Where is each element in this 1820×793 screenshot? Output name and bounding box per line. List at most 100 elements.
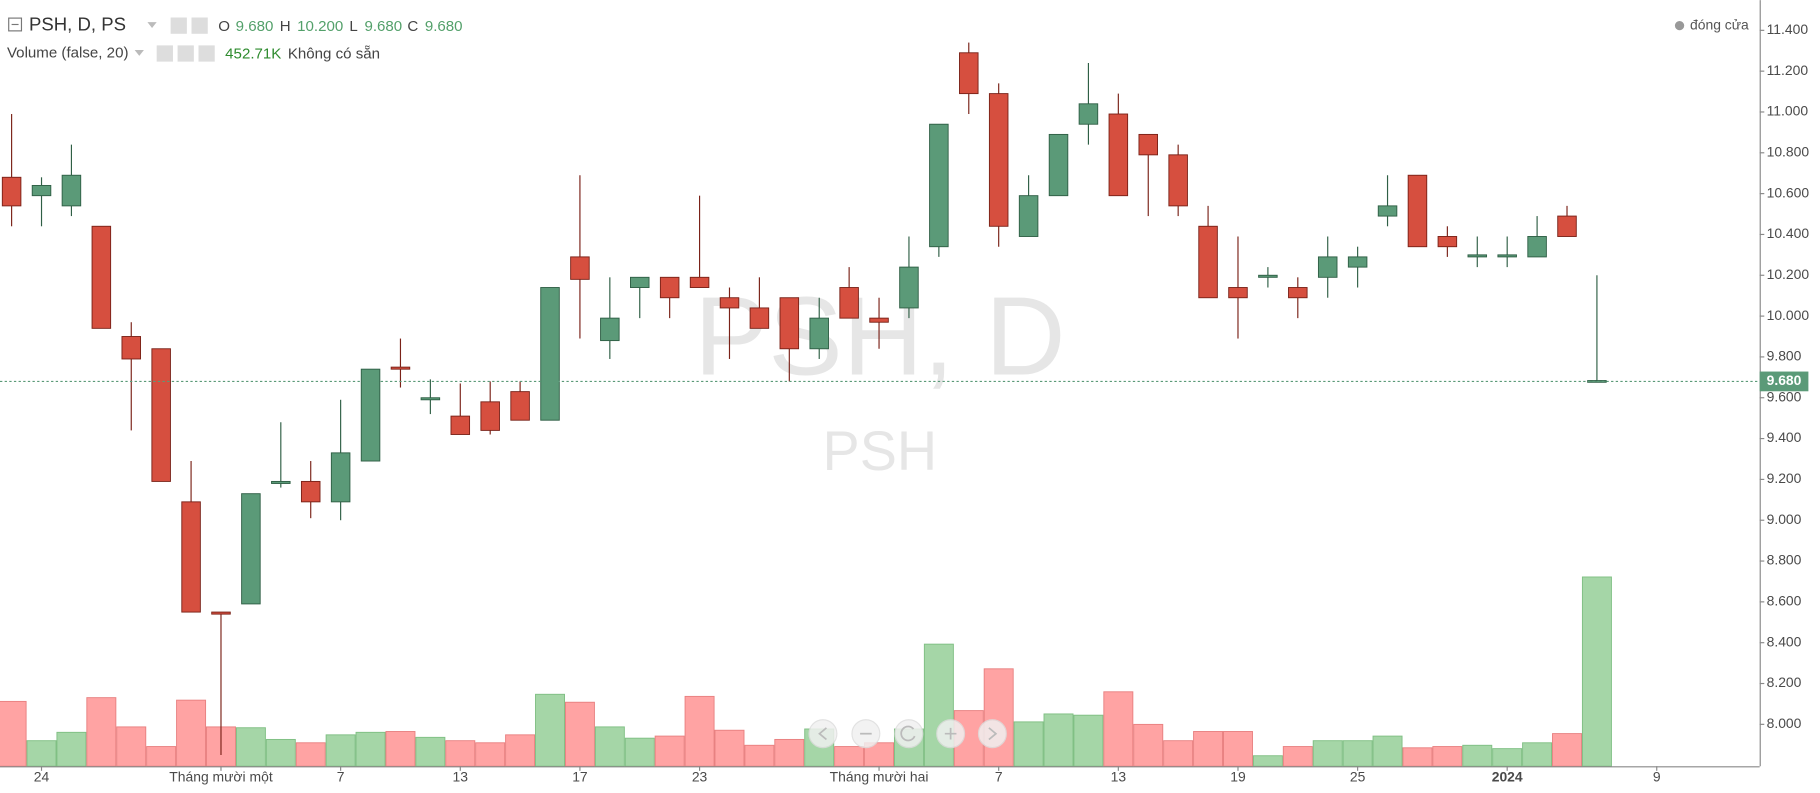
eye-icon[interactable] <box>156 45 173 62</box>
settings-icon[interactable] <box>191 17 208 34</box>
watermark-group: PSH, D PSH <box>694 273 1065 482</box>
candle-body <box>1347 256 1368 268</box>
volume-bar <box>1013 721 1044 767</box>
x-tick-label: 13 <box>453 768 469 784</box>
candle-body <box>241 493 261 605</box>
candle-body <box>1108 113 1129 197</box>
candle-body <box>719 297 740 309</box>
x-tick-label: 9 <box>1653 768 1661 784</box>
symbol-title: PSH, D, PS <box>29 14 126 35</box>
candle-body <box>271 480 291 484</box>
candle-body <box>1168 154 1188 207</box>
dropdown[interactable] <box>134 50 144 56</box>
candle-body <box>839 287 859 319</box>
y-tick-label: 8.800 <box>1767 552 1802 568</box>
y-tick-label: 9.800 <box>1767 348 1802 364</box>
volume-bar <box>654 735 685 767</box>
volume-bar <box>445 740 476 767</box>
candle-body <box>1138 133 1158 156</box>
remove-icon[interactable] <box>198 45 215 62</box>
volume-bar <box>714 729 745 767</box>
volume-bar <box>385 731 416 767</box>
volume-title: Volume (false, 20) <box>7 44 129 61</box>
scroll-right-button[interactable] <box>977 719 1007 749</box>
volume-bar <box>1402 747 1433 767</box>
volume-bar <box>1223 731 1253 767</box>
y-tick-label: 8.400 <box>1767 633 1802 649</box>
volume-bar <box>26 740 57 767</box>
volume-bar <box>1552 733 1582 767</box>
volume-bar <box>744 744 775 767</box>
candle-body <box>929 123 949 248</box>
candle-body <box>1557 215 1577 237</box>
volume-bar <box>1103 691 1134 767</box>
volume-bar <box>624 737 655 767</box>
candle-body <box>988 93 1009 227</box>
watermark: PSH, D <box>694 273 1065 398</box>
volume-bar <box>325 734 356 767</box>
settings-icon[interactable] <box>177 45 194 62</box>
candle-body <box>899 266 919 309</box>
volume-bar <box>1193 731 1224 767</box>
candle-body <box>630 276 650 288</box>
volume-value: 452.71K <box>225 46 281 63</box>
volume-bar <box>1133 723 1164 767</box>
dropdown[interactable] <box>147 22 157 28</box>
candle-body <box>91 225 112 329</box>
y-tick-label: 10.200 <box>1767 266 1810 282</box>
candle-body <box>809 317 829 350</box>
volume-bar <box>1522 742 1553 767</box>
volume-bar <box>295 742 326 767</box>
candle-body <box>1527 236 1547 258</box>
candle-body <box>1467 254 1488 258</box>
x-tick-label: 25 <box>1350 768 1366 784</box>
candle-body <box>211 611 231 615</box>
volume-bar <box>864 742 895 767</box>
eye-icon[interactable] <box>170 17 187 34</box>
y-tick-label: 9.000 <box>1767 511 1802 527</box>
candle-body <box>869 317 889 323</box>
collapse-icon[interactable] <box>8 17 23 32</box>
reset-button[interactable] <box>894 719 924 749</box>
last-price-box <box>1759 371 1809 392</box>
volume-bar <box>1252 755 1283 767</box>
y-tick-label: 8.000 <box>1767 715 1802 731</box>
candle-body <box>390 366 411 370</box>
y-tick-label: 8.200 <box>1767 674 1802 690</box>
candle-body <box>31 184 52 197</box>
status-dot <box>1674 21 1685 31</box>
volume-bar <box>594 726 625 767</box>
candle-body <box>1497 254 1517 258</box>
volume-bar <box>415 736 446 767</box>
y-tick-label: 9.600 <box>1767 388 1802 404</box>
x-tick-label: Tháng mười hai <box>830 768 929 784</box>
candle-body <box>570 256 590 280</box>
volume-bar <box>774 738 805 767</box>
x-tick-label: 2024 <box>1492 768 1523 784</box>
ohlc-value: 10.200 <box>297 18 343 35</box>
candle-body <box>151 348 171 482</box>
y-tick-label: 10.600 <box>1767 184 1810 200</box>
y-tick-label: 11.400 <box>1767 21 1809 37</box>
ohlc-value: 9.680 <box>364 18 402 35</box>
icon-left <box>818 727 827 741</box>
volume-bar <box>1342 740 1373 767</box>
candle-body <box>181 501 201 613</box>
y-tick-label: 11.200 <box>1767 62 1809 78</box>
volume-bar <box>475 742 506 767</box>
scroll-left-button[interactable] <box>808 719 838 749</box>
volume-bar <box>564 701 595 767</box>
x-tick-label: 17 <box>572 768 588 784</box>
volume-bar <box>535 693 565 767</box>
candle-body <box>1 176 22 207</box>
ohlc-label: L <box>349 18 357 35</box>
icon-right <box>988 727 998 741</box>
candle-body <box>121 336 142 360</box>
y-tick-label: 10.800 <box>1767 143 1810 159</box>
candle-body <box>1587 380 1607 383</box>
candle-body <box>450 415 471 435</box>
last-price-label: 9.680 <box>1767 372 1802 388</box>
